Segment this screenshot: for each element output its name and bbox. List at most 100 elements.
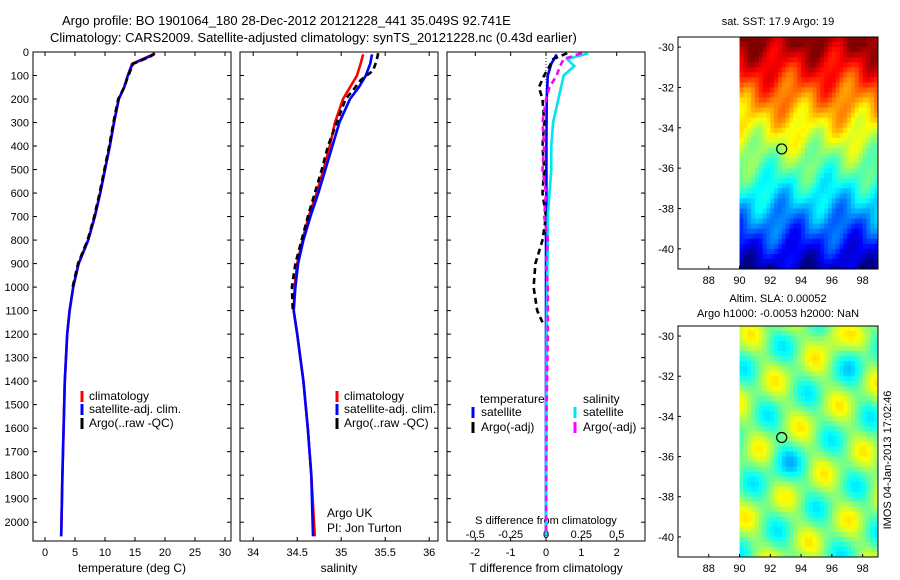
- map-cell: [816, 52, 821, 58]
- map-cell: [739, 188, 744, 194]
- map-cell: [866, 97, 871, 103]
- map-cell: [739, 511, 744, 518]
- map-cell: [828, 188, 833, 194]
- map-cell: [751, 87, 756, 93]
- map-cell: [835, 326, 840, 332]
- map-cell: [785, 82, 790, 88]
- map-cell: [797, 233, 802, 240]
- map-cell: [754, 336, 760, 342]
- map-cell: [751, 228, 756, 235]
- map-cell: [758, 263, 764, 269]
- map-cell: [789, 361, 794, 367]
- map-cell: [816, 127, 821, 134]
- map-cell: [824, 147, 829, 154]
- map-cell: [743, 371, 748, 377]
- map-cell: [758, 531, 764, 538]
- map-cell: [789, 426, 794, 432]
- map-cell: [854, 67, 860, 73]
- map-cell: [812, 341, 817, 347]
- map-cell: [843, 137, 848, 144]
- map-cell: [874, 198, 878, 204]
- map-cell: [820, 356, 825, 362]
- map-cell: [839, 258, 844, 265]
- map-cell: [797, 331, 802, 337]
- map-cell: [747, 112, 752, 119]
- map-cell: [808, 147, 814, 154]
- map-cell: [812, 501, 817, 508]
- map-cell: [854, 203, 860, 209]
- map-cell: [816, 198, 821, 204]
- map-cell: [858, 466, 864, 473]
- map-cell: [862, 366, 867, 372]
- map-cell: [862, 391, 867, 397]
- map-cell: [751, 178, 756, 184]
- map-cell: [835, 536, 840, 543]
- map-cell: [766, 376, 771, 382]
- map-cell: [766, 253, 771, 260]
- map-cell: [843, 396, 848, 402]
- map-cell: [843, 376, 848, 382]
- map-cell: [820, 127, 825, 134]
- map-cell: [789, 258, 794, 265]
- map-cell: [793, 147, 798, 154]
- map-cell: [854, 37, 860, 43]
- map-cell: [828, 213, 833, 219]
- map-cell: [785, 213, 790, 219]
- map-cell: [789, 551, 794, 557]
- map-cell: [835, 346, 840, 352]
- map-cell: [835, 107, 840, 114]
- map-cell: [824, 531, 829, 538]
- map-cell: [747, 37, 752, 43]
- map-cell: [874, 521, 878, 528]
- map-cell: [781, 112, 787, 119]
- x-tick-label: 90: [733, 275, 745, 287]
- map-cell: [858, 341, 864, 347]
- map-cell: [793, 531, 798, 538]
- map-cell: [754, 396, 760, 402]
- map-cell: [801, 228, 806, 235]
- map-cell: [851, 476, 856, 483]
- map-cell: [847, 153, 852, 159]
- map-cell: [843, 381, 848, 387]
- map-cell: [812, 238, 817, 245]
- map-cell: [843, 451, 848, 457]
- map-cell: [778, 371, 783, 377]
- map-cell: [778, 351, 783, 357]
- x2-tick-label: 0.5: [609, 529, 624, 541]
- map-cell: [808, 546, 814, 553]
- map-cell: [828, 351, 833, 357]
- map-cell: [804, 331, 810, 337]
- map-cell: [839, 248, 844, 255]
- map-cell: [781, 326, 787, 332]
- map-cell: [808, 223, 814, 230]
- map-cell: [866, 147, 871, 154]
- map-cell: [858, 511, 864, 518]
- map-cell: [774, 198, 779, 204]
- map-cell: [858, 376, 864, 382]
- map-cell: [762, 203, 767, 209]
- map-cell: [858, 112, 864, 119]
- map-cell: [843, 526, 848, 533]
- map-cell: [831, 42, 837, 48]
- map-cell: [751, 67, 756, 73]
- map-cell: [858, 421, 864, 427]
- map-cell: [866, 351, 871, 357]
- map-cell: [774, 421, 779, 427]
- map-cell: [839, 351, 844, 357]
- map-cell: [835, 67, 840, 73]
- map-cell: [874, 72, 878, 78]
- map-cell: [774, 142, 779, 149]
- map-cell: [797, 371, 802, 377]
- map-cell: [754, 406, 760, 412]
- map-cell: [854, 117, 860, 124]
- map-cell: [747, 481, 752, 488]
- map-cell: [824, 491, 829, 498]
- map-cell: [824, 228, 829, 235]
- map-cell: [847, 57, 852, 63]
- map-cell: [816, 541, 821, 548]
- map-cell: [866, 173, 871, 179]
- map-cell: [851, 263, 856, 269]
- map-cell: [781, 253, 787, 260]
- map-cell: [816, 451, 821, 457]
- map-cell: [862, 436, 867, 442]
